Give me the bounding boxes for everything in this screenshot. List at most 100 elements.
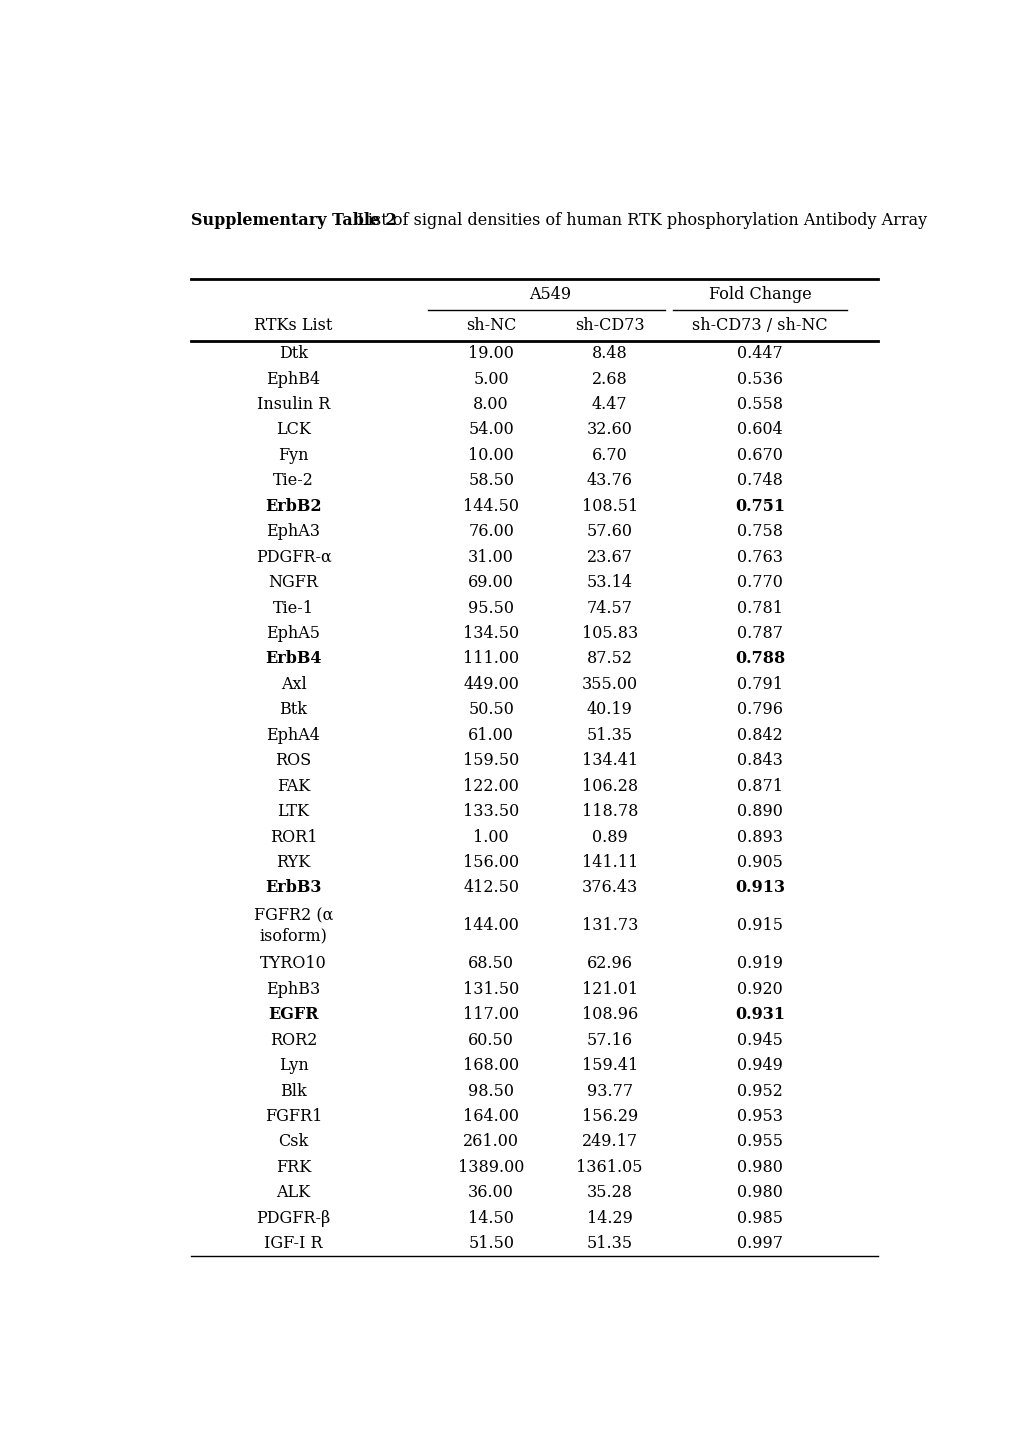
Text: 61.00: 61.00 (468, 727, 514, 743)
Text: 87.52: 87.52 (586, 651, 632, 668)
Text: 50.50: 50.50 (468, 701, 514, 719)
Text: Fyn: Fyn (278, 447, 309, 465)
Text: RTKs List: RTKs List (254, 317, 332, 333)
Text: 31.00: 31.00 (468, 548, 514, 566)
Text: TYRO10: TYRO10 (260, 955, 326, 973)
Text: Tie-2: Tie-2 (273, 472, 314, 489)
Text: 14.50: 14.50 (468, 1209, 514, 1227)
Text: 156.29: 156.29 (581, 1108, 637, 1126)
Text: 134.41: 134.41 (581, 752, 637, 769)
Text: 168.00: 168.00 (463, 1058, 519, 1074)
Text: 111.00: 111.00 (463, 651, 519, 668)
Text: 0.953: 0.953 (736, 1108, 783, 1126)
Text: 412.50: 412.50 (463, 879, 519, 896)
Text: 261.00: 261.00 (463, 1134, 519, 1150)
Text: 40.19: 40.19 (586, 701, 632, 719)
Text: 108.96: 108.96 (581, 1006, 637, 1023)
Text: 355.00: 355.00 (581, 675, 637, 693)
Text: 0.748: 0.748 (737, 472, 782, 489)
Text: 0.997: 0.997 (736, 1235, 783, 1253)
Text: 0.871: 0.871 (736, 778, 783, 795)
Text: LCK: LCK (276, 421, 311, 439)
Text: 51.35: 51.35 (586, 727, 632, 743)
Text: sh-CD73: sh-CD73 (575, 317, 644, 333)
Text: 74.57: 74.57 (586, 600, 632, 616)
Text: 144.50: 144.50 (463, 498, 519, 515)
Text: 8.00: 8.00 (473, 395, 508, 413)
Text: Fold Change: Fold Change (708, 286, 810, 303)
Text: Csk: Csk (278, 1134, 309, 1150)
Text: 0.89: 0.89 (591, 828, 627, 846)
Text: 0.919: 0.919 (736, 955, 783, 973)
Text: EphA4: EphA4 (266, 727, 320, 743)
Text: 159.50: 159.50 (463, 752, 519, 769)
Text: 98.50: 98.50 (468, 1082, 514, 1100)
Text: EphA3: EphA3 (266, 524, 320, 540)
Text: EphB4: EphB4 (266, 371, 320, 388)
Text: 0.604: 0.604 (737, 421, 782, 439)
Text: 106.28: 106.28 (581, 778, 637, 795)
Text: 159.41: 159.41 (581, 1058, 637, 1074)
Text: 0.949: 0.949 (737, 1058, 782, 1074)
Text: Dtk: Dtk (279, 345, 308, 362)
Text: 144.00: 144.00 (463, 918, 519, 935)
Text: 58.50: 58.50 (468, 472, 514, 489)
Text: 23.67: 23.67 (586, 548, 632, 566)
Text: IGF-I R: IGF-I R (264, 1235, 322, 1253)
Text: 0.985: 0.985 (736, 1209, 783, 1227)
Text: FRK: FRK (275, 1159, 311, 1176)
Text: 131.50: 131.50 (463, 981, 519, 997)
Text: NGFR: NGFR (268, 574, 318, 592)
Text: 51.50: 51.50 (468, 1235, 514, 1253)
Text: 36.00: 36.00 (468, 1185, 514, 1202)
Text: ErbB4: ErbB4 (265, 651, 321, 668)
Text: FGFR1: FGFR1 (265, 1108, 322, 1126)
Text: ErbB3: ErbB3 (265, 879, 321, 896)
Text: 0.842: 0.842 (737, 727, 782, 743)
Text: 0.893: 0.893 (736, 828, 783, 846)
Text: 54.00: 54.00 (468, 421, 514, 439)
Text: Blk: Blk (280, 1082, 307, 1100)
Text: 53.14: 53.14 (586, 574, 632, 592)
Text: 10.00: 10.00 (468, 447, 514, 465)
Text: 0.791: 0.791 (736, 675, 783, 693)
Text: ROR2: ROR2 (270, 1032, 317, 1049)
Text: 249.17: 249.17 (581, 1134, 637, 1150)
Text: 134.50: 134.50 (463, 625, 519, 642)
Text: 0.447: 0.447 (737, 345, 782, 362)
Text: sh-CD73 / sh-NC: sh-CD73 / sh-NC (692, 317, 826, 333)
Text: 95.50: 95.50 (468, 600, 514, 616)
Text: EGFR: EGFR (268, 1006, 319, 1023)
Text: 0.980: 0.980 (737, 1159, 782, 1176)
Text: 131.73: 131.73 (581, 918, 637, 935)
Text: 93.77: 93.77 (586, 1082, 632, 1100)
Text: 69.00: 69.00 (468, 574, 514, 592)
Text: 0.770: 0.770 (737, 574, 782, 592)
Text: 0.758: 0.758 (736, 524, 783, 540)
Text: 0.788: 0.788 (734, 651, 785, 668)
Text: 0.905: 0.905 (737, 854, 782, 872)
Text: 14.29: 14.29 (586, 1209, 632, 1227)
Text: 117.00: 117.00 (463, 1006, 519, 1023)
Text: Axl: Axl (280, 675, 306, 693)
Text: 0.787: 0.787 (736, 625, 783, 642)
Text: Supplementary Table 2: Supplementary Table 2 (191, 212, 396, 229)
Text: FAK: FAK (276, 778, 310, 795)
Text: 6.70: 6.70 (591, 447, 627, 465)
Text: PDGFR-α: PDGFR-α (256, 548, 331, 566)
Text: 0.920: 0.920 (737, 981, 782, 997)
Text: 0.952: 0.952 (737, 1082, 782, 1100)
Text: Btk: Btk (279, 701, 307, 719)
Text: 105.83: 105.83 (581, 625, 637, 642)
Text: A549: A549 (529, 286, 571, 303)
Text: ROS: ROS (275, 752, 311, 769)
Text: 1389.00: 1389.00 (458, 1159, 524, 1176)
Text: 1361.05: 1361.05 (576, 1159, 642, 1176)
Text: ALK: ALK (276, 1185, 310, 1202)
Text: 2.68: 2.68 (591, 371, 627, 388)
Text: 108.51: 108.51 (581, 498, 637, 515)
Text: ROR1: ROR1 (269, 828, 317, 846)
Text: 76.00: 76.00 (468, 524, 514, 540)
Text: 0.843: 0.843 (737, 752, 782, 769)
Text: EphB3: EphB3 (266, 981, 320, 997)
